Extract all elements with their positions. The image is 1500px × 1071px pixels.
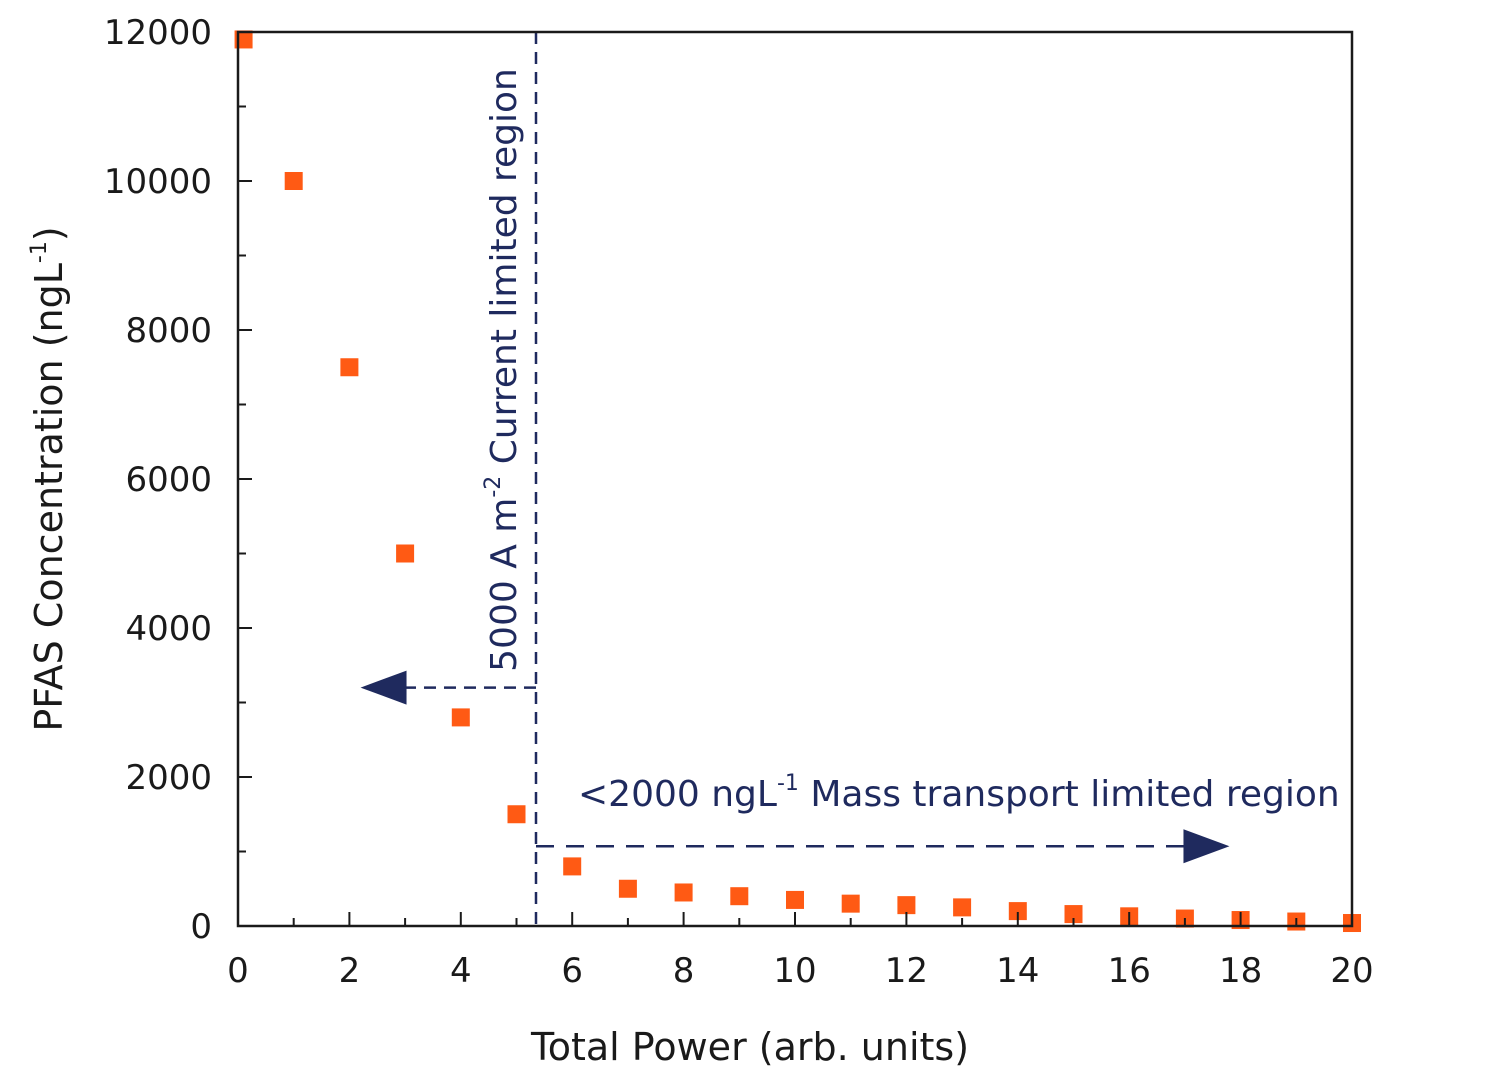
data-point bbox=[563, 857, 582, 876]
data-point bbox=[507, 805, 526, 824]
y-tick-label: 12000 bbox=[104, 13, 212, 53]
x-axis: 0 2 4 6 8 10 12 14 16 18 20 bbox=[227, 912, 1374, 991]
x-tick-label: 2 bbox=[339, 951, 361, 991]
x-tick-label: 18 bbox=[1219, 951, 1262, 991]
y-tick-label: 6000 bbox=[125, 460, 212, 500]
x-tick-label: 6 bbox=[561, 951, 583, 991]
data-point bbox=[618, 879, 637, 898]
data-point bbox=[953, 898, 972, 917]
y-axis-title-end: ) bbox=[27, 226, 71, 241]
mass-transport-label-end: Mass transport limited region bbox=[799, 774, 1340, 815]
data-point bbox=[340, 358, 359, 377]
x-tick-label: 16 bbox=[1108, 951, 1151, 991]
y-tick-label: 10000 bbox=[104, 162, 212, 202]
y-axis-title: PFAS Concentration (ngL-1) bbox=[27, 226, 71, 731]
y-axis-title-sup: -1 bbox=[27, 241, 52, 263]
current-limited-label-end: Current limited region bbox=[484, 68, 525, 476]
y-tick-label: 0 bbox=[190, 907, 212, 947]
x-tick-label: 10 bbox=[773, 951, 816, 991]
current-limited-label-sup: -2 bbox=[481, 476, 506, 498]
mass-transport-label-main: <2000 ngL bbox=[578, 774, 777, 815]
data-point bbox=[1064, 905, 1083, 924]
y-axis: 0 2000 4000 6000 8000 10000 12000 bbox=[104, 13, 252, 947]
current-limited-label: 5000 A m-2 Current limited region bbox=[481, 68, 525, 672]
x-tick-label: 4 bbox=[450, 951, 472, 991]
current-region-arrow-head bbox=[360, 670, 407, 705]
x-tick-label: 8 bbox=[673, 951, 695, 991]
mass-transport-label: <2000 ngL-1 Mass transport limited regio… bbox=[578, 771, 1340, 815]
y-axis-title-main: PFAS Concentration (ngL bbox=[27, 263, 71, 732]
x-tick-label: 20 bbox=[1330, 951, 1373, 991]
data-point bbox=[451, 708, 470, 727]
x-tick-label: 12 bbox=[885, 951, 928, 991]
y-tick-label: 8000 bbox=[125, 311, 212, 351]
mass-region-arrow-head bbox=[1183, 829, 1230, 864]
mass-transport-label-sup: -1 bbox=[777, 771, 799, 796]
x-tick-label: 14 bbox=[996, 951, 1039, 991]
data-point bbox=[396, 544, 415, 563]
current-limited-label-main: 5000 A m bbox=[484, 498, 525, 672]
data-point bbox=[284, 172, 303, 190]
data-point bbox=[730, 887, 749, 906]
data-point bbox=[674, 883, 693, 902]
y-tick-label: 2000 bbox=[125, 758, 212, 798]
data-point bbox=[1008, 902, 1027, 921]
x-tick-label: 0 bbox=[227, 951, 249, 991]
x-axis-title: Total Power (arb. units) bbox=[530, 1025, 969, 1069]
data-point bbox=[786, 890, 804, 909]
y-tick-label: 4000 bbox=[125, 609, 212, 649]
data-point bbox=[897, 896, 916, 915]
data-point bbox=[841, 894, 860, 913]
